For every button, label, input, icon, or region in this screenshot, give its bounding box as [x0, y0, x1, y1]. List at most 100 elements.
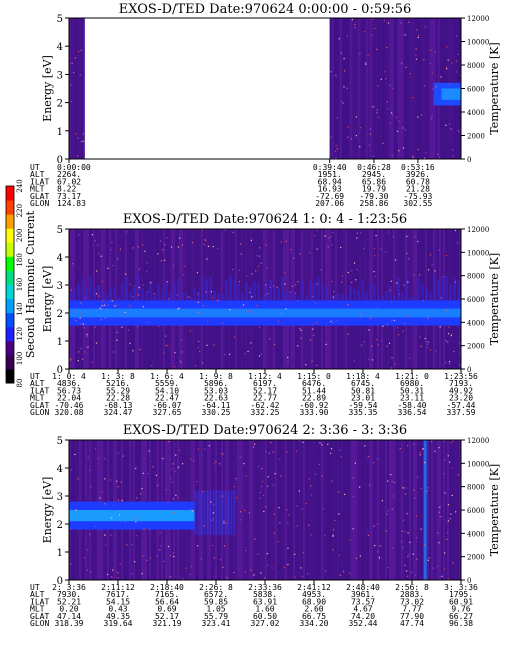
- noise-streak: [295, 440, 297, 580]
- speckle: [217, 299, 220, 301]
- speckle: [450, 517, 452, 520]
- speckle: [91, 361, 93, 363]
- speckle: [169, 554, 172, 557]
- speckle: [435, 86, 437, 88]
- speckle: [119, 514, 121, 516]
- speckle: [256, 255, 259, 257]
- speckle: [239, 456, 241, 458]
- panel-title: EXOS-D/TED Date:970624 0:00:00 - 0:59:56: [119, 2, 412, 17]
- speckle: [307, 573, 309, 575]
- speckle: [347, 126, 349, 128]
- noise-streak: [369, 440, 371, 580]
- y-axis-label: Energy [eV]: [41, 266, 54, 333]
- band-spike: [301, 280, 304, 301]
- y2-tick-label: 4000: [467, 109, 485, 117]
- noise-streak: [211, 440, 213, 580]
- speckle: [335, 150, 337, 152]
- band-spike: [437, 280, 440, 301]
- y2-tick-label: 6000: [467, 507, 485, 515]
- ephemeris-value: 96.38: [449, 619, 473, 628]
- ephemeris-value: 0:46:28: [357, 163, 391, 172]
- speckle: [447, 455, 449, 457]
- speckle: [316, 322, 318, 324]
- speckle: [216, 300, 218, 302]
- speckle: [159, 532, 161, 534]
- ephemeris-value: 56.73: [57, 386, 81, 395]
- band-spike: [205, 279, 208, 301]
- noise-streak: [275, 440, 277, 580]
- band-spike: [141, 288, 144, 301]
- noise-streak: [335, 440, 337, 580]
- speckle: [340, 246, 342, 249]
- band-spike: [133, 285, 136, 301]
- noise-streak: [367, 440, 369, 580]
- speckle: [367, 455, 369, 458]
- speckle: [195, 365, 197, 367]
- colorbar-segment: [6, 256, 14, 271]
- y2-tick-label: 8000: [467, 62, 485, 70]
- speckle: [138, 286, 140, 289]
- speckle: [116, 480, 118, 482]
- speckle: [353, 262, 356, 264]
- speckle: [77, 360, 79, 362]
- speckle: [420, 528, 422, 530]
- speckle: [205, 239, 207, 241]
- speckle: [97, 457, 99, 460]
- noise-streak: [347, 18, 350, 159]
- speckle: [229, 309, 231, 311]
- speckle: [182, 463, 184, 465]
- speckle: [238, 308, 241, 310]
- ephemeris-value: 73.57: [351, 597, 375, 606]
- speckle: [78, 234, 80, 236]
- speckle: [404, 129, 406, 131]
- speckle: [413, 489, 415, 491]
- noise-streak: [245, 440, 247, 580]
- speckle: [297, 280, 299, 283]
- speckle: [423, 59, 425, 61]
- speckle: [131, 572, 133, 575]
- band-spike: [453, 277, 456, 301]
- speckle: [299, 440, 301, 442]
- noise-streak: [407, 18, 410, 159]
- speckle: [166, 281, 168, 283]
- band-spike: [417, 277, 420, 301]
- speckle: [134, 561, 136, 563]
- speckle: [324, 570, 327, 572]
- colorbar-tick-label: 180: [16, 253, 24, 266]
- band-spike: [173, 282, 176, 301]
- speckle: [296, 525, 298, 527]
- panel-title: EXOS-D/TED Date:970624 2: 3:36 - 3: 3:36: [123, 423, 407, 438]
- band-spike: [157, 284, 160, 301]
- speckle: [253, 574, 255, 576]
- band-spike: [189, 296, 192, 301]
- noise-streak: [377, 440, 379, 580]
- speckle: [339, 574, 341, 576]
- noise-streak: [371, 18, 374, 159]
- speckle: [101, 308, 103, 311]
- noise-streak: [351, 18, 354, 159]
- speckle: [101, 305, 103, 307]
- speckle: [267, 485, 269, 487]
- ephemeris-value: 50.81: [351, 386, 375, 395]
- speckle: [212, 246, 214, 248]
- speckle: [375, 275, 377, 277]
- speckle: [98, 253, 100, 255]
- speckle: [80, 49, 83, 51]
- speckle: [384, 71, 386, 73]
- noise-streak: [267, 440, 269, 580]
- speckle: [84, 351, 86, 353]
- band-spike: [429, 291, 432, 301]
- band-spike: [241, 292, 244, 301]
- speckle: [406, 513, 408, 515]
- speckle: [423, 157, 426, 159]
- speckle: [95, 293, 98, 295]
- speckle: [339, 449, 341, 452]
- speckle: [248, 512, 250, 514]
- speckle: [260, 353, 263, 355]
- speckle: [451, 333, 453, 335]
- band-spike: [425, 288, 428, 301]
- speckle: [222, 453, 224, 456]
- ephemeris-value: 7165.: [155, 590, 179, 599]
- speckle: [264, 294, 267, 296]
